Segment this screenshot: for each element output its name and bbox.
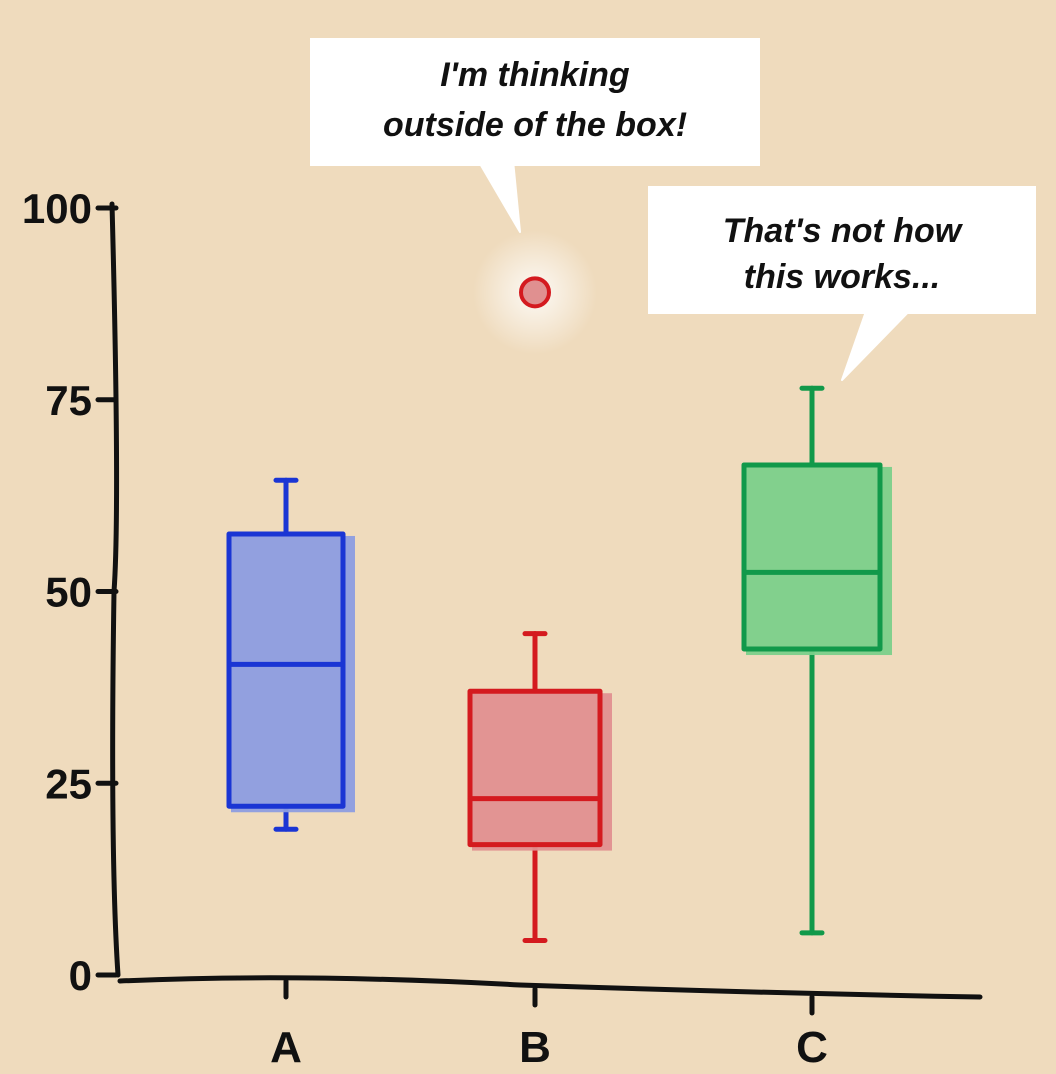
box-C: [741, 385, 892, 936]
x-tick-label-A: A: [270, 1023, 302, 1072]
y-tick-label-25: 25: [45, 760, 92, 807]
speech-bubble-text-2-line-2: this works...: [744, 258, 941, 296]
box-outline-A: [226, 531, 346, 809]
x-axis-line: [117, 975, 983, 1000]
box-fill-A: [231, 535, 355, 813]
speech-bubble-1: I'm thinking outside of the box!: [310, 38, 760, 233]
box-fill-B: [472, 693, 612, 851]
box-A: [226, 477, 355, 832]
box-fill-C: [746, 466, 892, 656]
box-B: [467, 230, 612, 943]
outlier-B-0: [519, 276, 551, 309]
box-outline-B: [467, 688, 603, 848]
speech-bubble-2: That's not how this works...: [648, 186, 1036, 381]
y-tick-label-100: 100: [22, 185, 92, 232]
x-tick-label-B: B: [519, 1023, 551, 1072]
box-outline-C: [741, 462, 883, 652]
y-tick-label-0: 0: [69, 952, 92, 999]
x-tick-label-C: C: [796, 1023, 828, 1072]
y-tick-label-50: 50: [45, 569, 92, 616]
speech-bubble-text-2-line-1: That's not how: [723, 212, 964, 250]
y-tick-label-75: 75: [45, 377, 92, 424]
speech-bubble-text-1-line-2: outside of the box!: [383, 106, 687, 144]
speech-bubble-body-2: [648, 186, 1036, 314]
speech-bubble-body-1: [310, 38, 760, 166]
speech-bubble-text-1-line-1: I'm thinking: [440, 56, 630, 94]
